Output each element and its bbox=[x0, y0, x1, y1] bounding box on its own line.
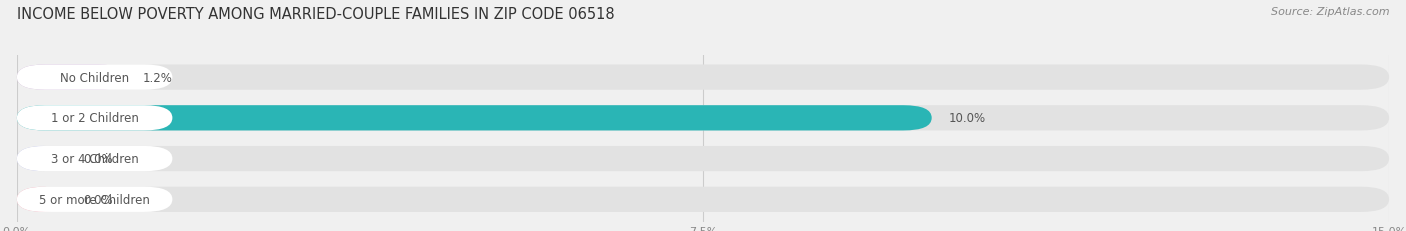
FancyBboxPatch shape bbox=[17, 187, 1389, 212]
FancyBboxPatch shape bbox=[17, 187, 67, 212]
Text: INCOME BELOW POVERTY AMONG MARRIED-COUPLE FAMILIES IN ZIP CODE 06518: INCOME BELOW POVERTY AMONG MARRIED-COUPL… bbox=[17, 7, 614, 22]
Text: 5 or more Children: 5 or more Children bbox=[39, 193, 150, 206]
FancyBboxPatch shape bbox=[17, 146, 67, 171]
FancyBboxPatch shape bbox=[17, 65, 173, 90]
Text: 10.0%: 10.0% bbox=[948, 112, 986, 125]
FancyBboxPatch shape bbox=[17, 187, 173, 212]
Text: Source: ZipAtlas.com: Source: ZipAtlas.com bbox=[1271, 7, 1389, 17]
Text: 0.0%: 0.0% bbox=[83, 193, 114, 206]
FancyBboxPatch shape bbox=[17, 146, 173, 171]
Text: 0.0%: 0.0% bbox=[83, 152, 114, 165]
Text: 3 or 4 Children: 3 or 4 Children bbox=[51, 152, 139, 165]
FancyBboxPatch shape bbox=[17, 106, 1389, 131]
Text: No Children: No Children bbox=[60, 71, 129, 84]
FancyBboxPatch shape bbox=[17, 146, 1389, 171]
FancyBboxPatch shape bbox=[17, 65, 1389, 90]
Text: 1.2%: 1.2% bbox=[143, 71, 173, 84]
FancyBboxPatch shape bbox=[17, 106, 932, 131]
FancyBboxPatch shape bbox=[17, 106, 173, 131]
Text: 1 or 2 Children: 1 or 2 Children bbox=[51, 112, 139, 125]
FancyBboxPatch shape bbox=[17, 65, 127, 90]
